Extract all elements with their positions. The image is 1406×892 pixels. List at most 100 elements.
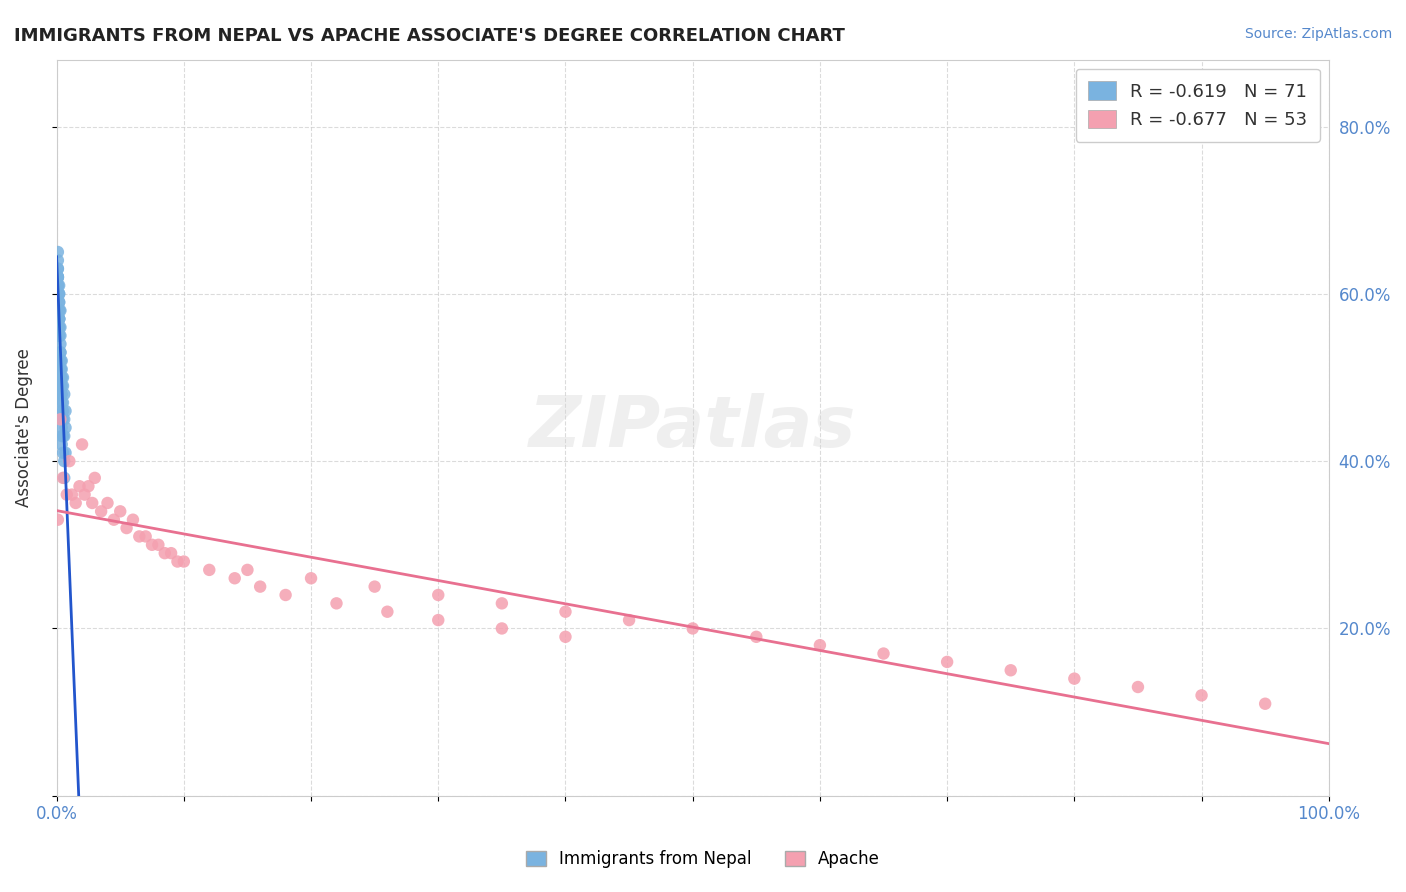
Point: [65, 496, 87, 510]
Point: [51, 370, 73, 384]
Point: [69, 479, 91, 493]
Point: [160, 546, 183, 560]
Point: [110, 504, 132, 518]
Point: [52, 429, 75, 443]
Point: [46, 261, 69, 276]
Point: [128, 529, 150, 543]
Point: [49, 328, 72, 343]
Point: [51, 362, 73, 376]
Point: [53, 471, 76, 485]
Point: [148, 538, 170, 552]
Point: [249, 580, 271, 594]
Point: [46, 513, 69, 527]
Point: [51, 395, 73, 409]
Point: [82, 496, 104, 510]
Point: [554, 605, 576, 619]
Point: [46, 270, 69, 285]
Point: [52, 404, 75, 418]
Point: [51, 353, 73, 368]
Point: [427, 613, 450, 627]
Point: [48, 295, 70, 310]
Point: [48, 278, 70, 293]
Point: [49, 320, 72, 334]
Point: [46, 270, 69, 285]
Point: [53, 454, 76, 468]
Point: [48, 328, 70, 343]
Point: [51, 379, 73, 393]
Text: Source: ZipAtlas.com: Source: ZipAtlas.com: [1244, 27, 1392, 41]
Point: [808, 638, 831, 652]
Point: [166, 555, 188, 569]
Point: [1063, 672, 1085, 686]
Point: [70, 437, 93, 451]
Point: [49, 379, 72, 393]
Point: [274, 588, 297, 602]
Point: [49, 362, 72, 376]
Point: [46, 278, 69, 293]
Point: [83, 471, 105, 485]
Point: [48, 303, 70, 318]
Point: [135, 529, 157, 543]
Point: [49, 362, 72, 376]
Point: [51, 404, 73, 418]
Point: [52, 471, 75, 485]
Point: [49, 345, 72, 359]
Point: [49, 370, 72, 384]
Point: [51, 437, 73, 451]
Point: [224, 571, 246, 585]
Point: [554, 630, 576, 644]
Point: [46, 286, 69, 301]
Point: [55, 420, 77, 434]
Point: [1191, 689, 1213, 703]
Point: [173, 555, 195, 569]
Point: [1126, 680, 1149, 694]
Point: [46, 278, 69, 293]
Point: [46, 286, 69, 301]
Legend: R = -0.619   N = 71, R = -0.677   N = 53: R = -0.619 N = 71, R = -0.677 N = 53: [1076, 69, 1320, 142]
Text: IMMIGRANTS FROM NEPAL VS APACHE ASSOCIATE'S DEGREE CORRELATION CHART: IMMIGRANTS FROM NEPAL VS APACHE ASSOCIAT…: [14, 27, 845, 45]
Point: [58, 454, 80, 468]
Point: [46, 261, 69, 276]
Point: [48, 312, 70, 326]
Point: [46, 270, 69, 285]
Point: [53, 429, 76, 443]
Point: [52, 412, 75, 426]
Point: [49, 303, 72, 318]
Point: [48, 328, 70, 343]
Point: [49, 337, 72, 351]
Point: [153, 546, 176, 560]
Point: [236, 563, 259, 577]
Point: [745, 630, 768, 644]
Point: [52, 379, 75, 393]
Point: [1000, 663, 1022, 677]
Point: [60, 487, 83, 501]
Point: [55, 404, 77, 418]
Point: [53, 387, 76, 401]
Point: [48, 312, 70, 326]
Legend: Immigrants from Nepal, Apache: Immigrants from Nepal, Apache: [519, 844, 887, 875]
Point: [936, 655, 959, 669]
Point: [491, 622, 513, 636]
Point: [51, 429, 73, 443]
Point: [141, 538, 163, 552]
Point: [48, 312, 70, 326]
Point: [49, 412, 72, 426]
Point: [52, 370, 75, 384]
Point: [48, 295, 70, 310]
Point: [51, 387, 73, 401]
Point: [52, 395, 75, 409]
Point: [53, 412, 76, 426]
Point: [617, 613, 640, 627]
Point: [491, 596, 513, 610]
Point: [198, 563, 221, 577]
Point: [427, 588, 450, 602]
Point: [122, 513, 145, 527]
Point: [299, 571, 322, 585]
Point: [48, 286, 70, 301]
Y-axis label: Associate's Degree: Associate's Degree: [15, 348, 32, 508]
Point: [46, 253, 69, 268]
Point: [49, 370, 72, 384]
Text: ZIPatlas: ZIPatlas: [529, 393, 856, 462]
Point: [682, 622, 704, 636]
Point: [90, 504, 112, 518]
